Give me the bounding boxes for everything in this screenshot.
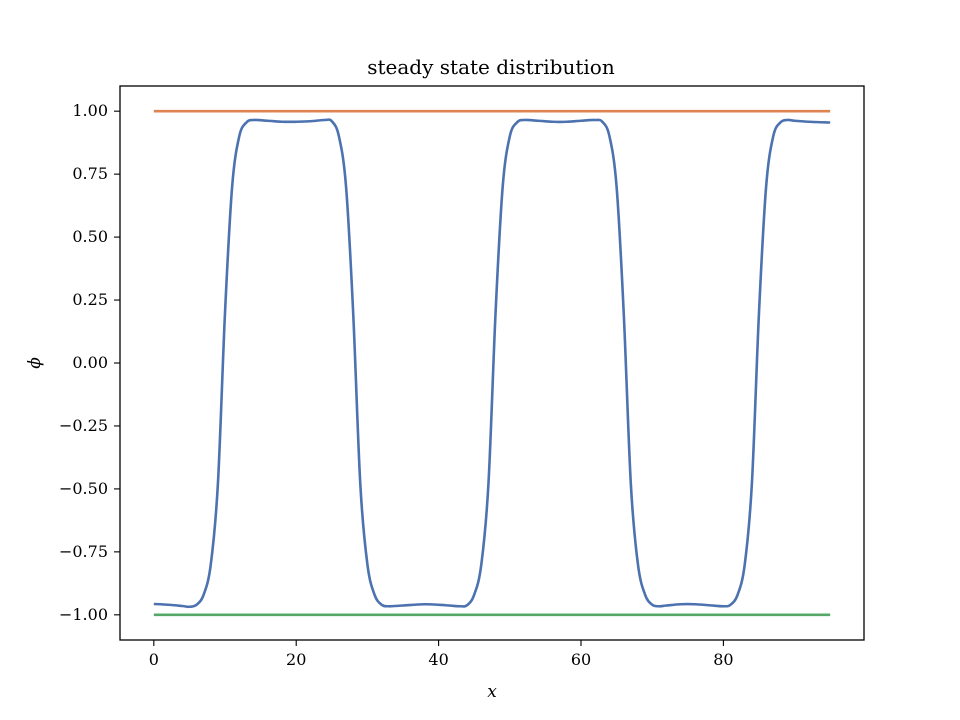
series-line-profile xyxy=(153,118,831,609)
x-tick-label: 60 xyxy=(571,650,591,669)
y-tick-label: 0.75 xyxy=(72,164,108,183)
y-tick-label: 0.00 xyxy=(72,353,108,372)
y-tick-label: −1.00 xyxy=(59,605,108,624)
x-axis-title: x xyxy=(487,682,497,702)
y-tick-label: 1.00 xyxy=(72,101,108,120)
x-tick-label: 20 xyxy=(286,650,306,669)
x-tick-label: 40 xyxy=(428,650,448,669)
y-tick-label: −0.75 xyxy=(59,542,108,561)
y-axis-title: ϕ xyxy=(25,357,45,369)
x-tick-label: 80 xyxy=(713,650,733,669)
y-tick-label: −0.50 xyxy=(59,479,108,498)
y-axis-ticks: 1.00 0.75 0.50 0.25 0.00 −0.25 −0.50 −0.75 −1.00 xyxy=(59,101,120,624)
y-tick-label: 0.50 xyxy=(72,227,108,246)
x-axis-ticks: 0 20 40 60 80 xyxy=(149,640,734,669)
chart-title: steady state distribution xyxy=(367,55,615,79)
x-tick-label: 0 xyxy=(149,650,159,669)
y-tick-label: 0.25 xyxy=(72,290,108,309)
y-tick-label: −0.25 xyxy=(59,416,108,435)
series-layer xyxy=(153,109,831,617)
